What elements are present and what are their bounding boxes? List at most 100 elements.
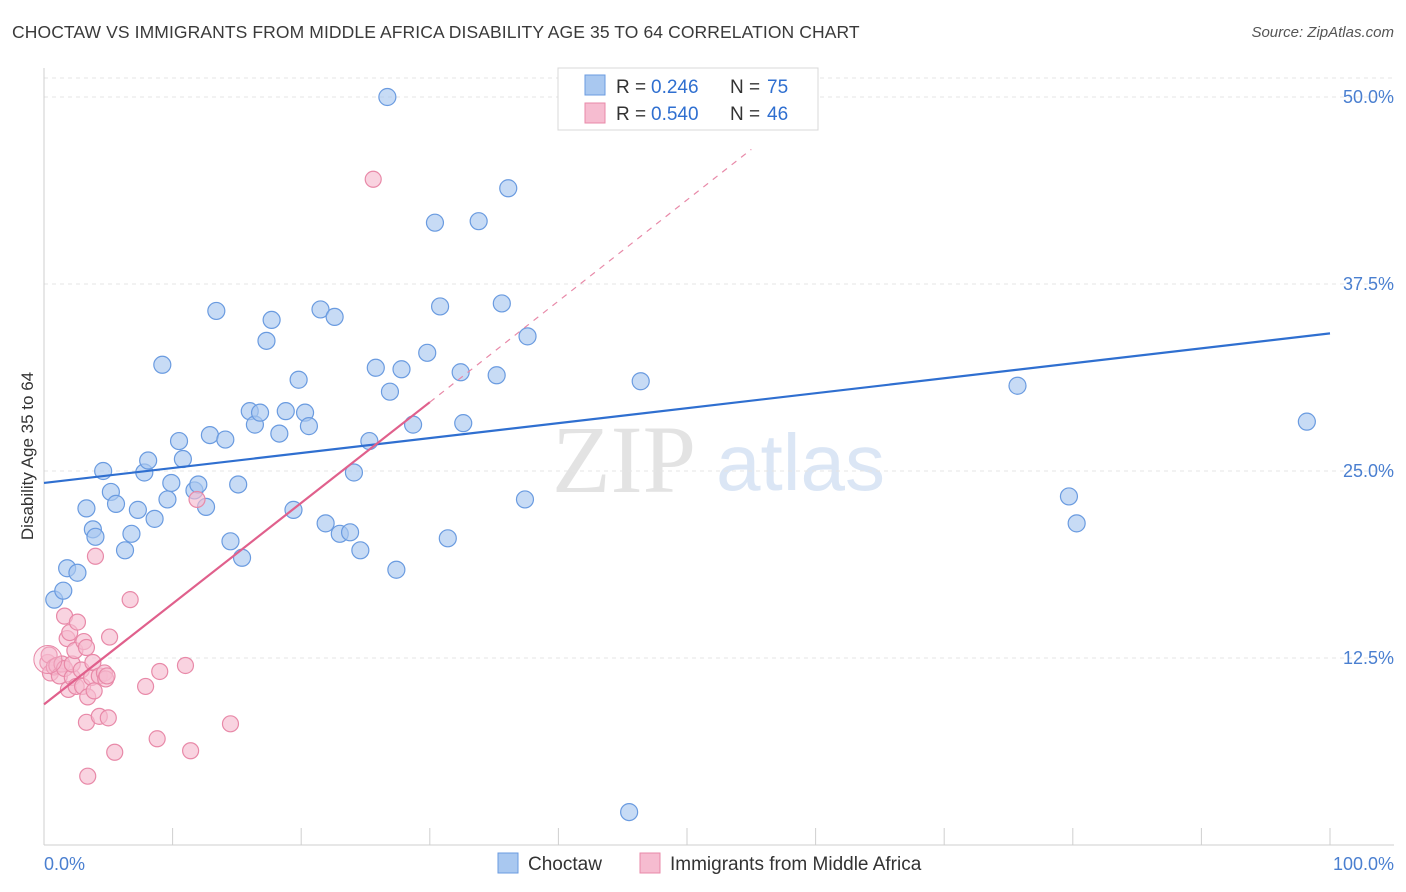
- point-choctaw: [122, 524, 141, 543]
- y-tick-label: 50.0%: [1343, 87, 1394, 107]
- watermark-zip: ZIP: [552, 406, 696, 513]
- x-tick-label-max: 100.0%: [1333, 854, 1394, 874]
- point-choctaw: [54, 581, 73, 600]
- point-choctaw: [454, 414, 473, 433]
- point-choctaw: [351, 541, 370, 560]
- point-choctaw: [229, 475, 248, 494]
- point-choctaw: [158, 490, 177, 509]
- point-middle-africa: [364, 170, 382, 188]
- point-choctaw: [77, 499, 96, 518]
- point-choctaw: [200, 425, 219, 445]
- point-choctaw: [392, 360, 411, 379]
- point-middle-africa-cluster: [33, 644, 63, 674]
- point-choctaw: [128, 500, 147, 519]
- point-choctaw: [438, 529, 457, 548]
- point-middle-africa: [77, 638, 96, 657]
- point-choctaw: [418, 343, 437, 362]
- legend-swatch-choctaw: [584, 74, 606, 96]
- stats-legend: R = 0.246 N = 75 R = 0.540 N = 46: [557, 67, 819, 131]
- trend-line-choctaw: [43, 332, 1331, 485]
- point-choctaw: [1008, 376, 1027, 395]
- point-middle-africa: [99, 709, 117, 727]
- point-choctaw: [316, 514, 335, 533]
- point-choctaw: [378, 87, 397, 107]
- point-choctaw: [276, 402, 295, 421]
- point-choctaw: [387, 560, 406, 579]
- point-middle-africa: [176, 656, 195, 675]
- legend-n-value-1: 75: [767, 77, 788, 98]
- x-ticks: [172, 828, 1331, 845]
- point-middle-africa: [221, 715, 240, 733]
- y-tick-label: 37.5%: [1343, 274, 1394, 294]
- point-middle-africa: [121, 591, 139, 609]
- point-choctaw: [221, 532, 240, 551]
- point-choctaw: [344, 463, 364, 482]
- grid: [44, 77, 1394, 659]
- point-choctaw: [262, 310, 281, 330]
- point-choctaw: [340, 523, 360, 542]
- point-choctaw: [169, 431, 189, 451]
- legend-r-label-1: R =: [616, 77, 646, 98]
- point-middle-africa: [86, 547, 105, 565]
- x-tick-label-min: 0.0%: [44, 854, 85, 874]
- point-choctaw: [492, 294, 511, 313]
- point-choctaw: [139, 451, 158, 470]
- point-choctaw: [1059, 487, 1079, 506]
- point-choctaw: [360, 431, 379, 451]
- point-choctaw: [518, 327, 537, 346]
- trend-line-middle-africa-extension: [429, 148, 752, 403]
- point-choctaw: [232, 548, 252, 567]
- point-choctaw: [289, 370, 308, 389]
- point-choctaw: [469, 212, 488, 231]
- legend-n-label-2: N =: [730, 104, 760, 125]
- y-tick-labels: 12.5% 25.0% 37.5% 50.0%: [1343, 87, 1394, 668]
- legend-r-value-1: 0.246: [651, 77, 699, 98]
- point-choctaw: [487, 366, 506, 385]
- point-middle-africa: [100, 628, 119, 646]
- point-middle-africa: [79, 767, 97, 785]
- point-choctaw: [257, 331, 276, 350]
- point-choctaw: [631, 372, 650, 391]
- watermark-atlas: atlas: [716, 418, 885, 507]
- source-label: Source: ZipAtlas.com: [1251, 24, 1394, 41]
- y-tick-label: 25.0%: [1343, 461, 1394, 481]
- point-middle-africa: [136, 677, 155, 696]
- point-choctaw: [86, 527, 105, 546]
- point-middle-africa: [68, 613, 87, 631]
- point-choctaw: [515, 490, 535, 509]
- point-middle-africa: [188, 490, 206, 509]
- point-choctaw: [173, 449, 192, 469]
- point-middle-africa: [148, 730, 166, 748]
- point-choctaw: [425, 213, 445, 232]
- point-choctaw: [380, 382, 400, 401]
- y-tick-label: 12.5%: [1343, 648, 1394, 668]
- point-choctaw: [145, 509, 164, 528]
- bottom-legend-label-choctaw: Choctaw: [528, 854, 602, 875]
- point-choctaw: [207, 301, 226, 321]
- point-middle-africa: [98, 667, 116, 685]
- point-choctaw: [250, 403, 270, 422]
- bottom-legend-swatch-choctaw: [497, 852, 519, 874]
- series-legend: Choctaw Immigrants from Middle Africa: [497, 852, 922, 875]
- point-choctaw: [499, 179, 518, 198]
- bottom-legend-swatch-middle-africa: [639, 852, 661, 874]
- data-points: [33, 87, 1316, 822]
- point-choctaw: [366, 358, 385, 377]
- legend-r-label-2: R =: [616, 104, 646, 125]
- axes: [43, 68, 1394, 846]
- y-axis-title: Disability Age 35 to 64: [18, 372, 37, 540]
- point-choctaw: [68, 563, 87, 582]
- legend-swatch-middle-africa: [584, 102, 606, 124]
- point-middle-africa: [106, 743, 124, 761]
- point-middle-africa: [151, 662, 169, 681]
- point-choctaw: [106, 494, 126, 514]
- legend-n-value-2: 46: [767, 104, 788, 125]
- point-choctaw: [620, 802, 639, 822]
- trend-lines: [43, 148, 1331, 706]
- point-choctaw: [216, 430, 235, 449]
- point-choctaw: [162, 473, 181, 493]
- legend-r-value-2: 0.540: [651, 104, 699, 125]
- point-middle-africa: [85, 682, 103, 700]
- point-choctaw: [115, 541, 135, 560]
